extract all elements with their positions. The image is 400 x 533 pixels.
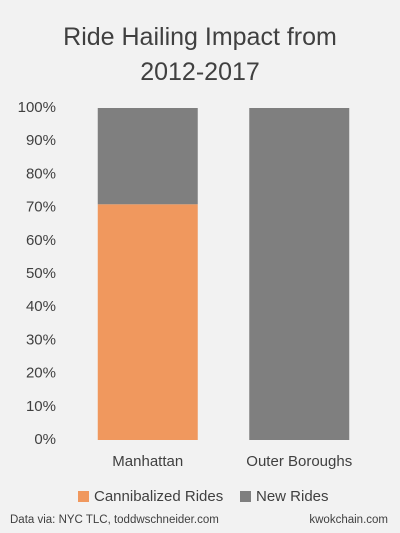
x-tick-label: Manhattan [112,453,183,470]
y-tick-label: 40% [26,298,56,315]
y-tick-label: 80% [26,165,56,182]
y-tick-label: 70% [26,199,56,216]
y-tick-label: 10% [26,398,56,415]
bar-segment [97,204,198,440]
source-note: Data via: NYC TLC, toddwschneider.com [10,514,219,526]
y-tick-label: 50% [26,265,56,282]
y-tick-label: 100% [18,99,56,116]
y-tick-label: 0% [34,431,56,448]
y-tick-label: 30% [26,331,56,348]
credit-note: kwokchain.com [309,514,388,526]
legend-swatch [78,491,89,502]
legend-label: Cannibalized Rides [94,488,223,505]
y-tick-label: 90% [26,132,56,149]
legend-label: New Rides [256,488,329,505]
x-tick-label: Outer Boroughs [246,453,352,470]
bar-segment [249,108,350,440]
legend-swatch [240,491,251,502]
y-tick-label: 20% [26,365,56,382]
bar-segment [97,108,198,205]
chart-title: Ride Hailing Impact from 2012-2017 [63,23,337,86]
y-tick-label: 60% [26,232,56,249]
